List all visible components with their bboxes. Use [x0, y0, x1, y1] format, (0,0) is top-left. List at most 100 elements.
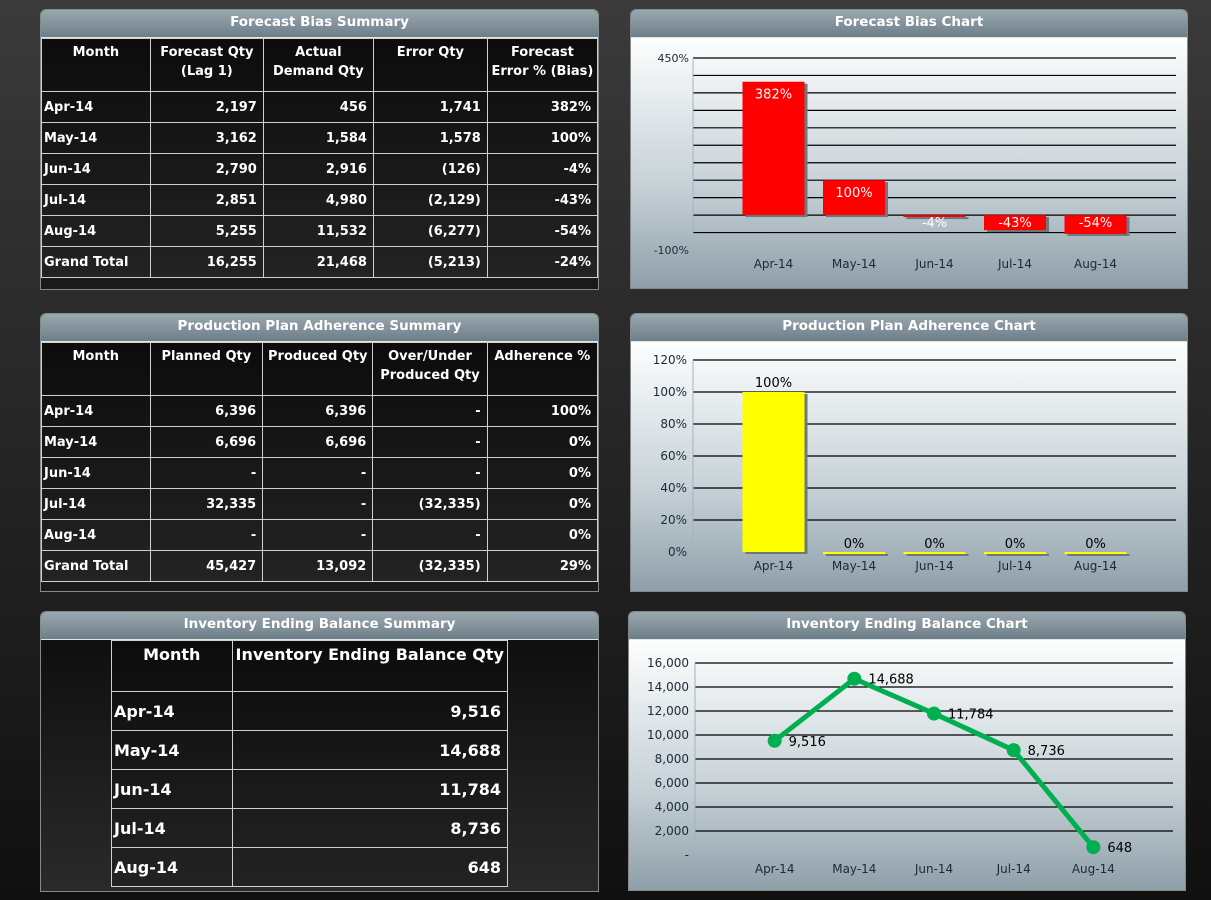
table-row: Jul-14 32,335- (32,335) 0% [41, 488, 598, 520]
table-cell: Apr-14 [41, 395, 151, 427]
data-point [767, 733, 782, 748]
table-cell: (5,213) [372, 246, 488, 278]
x-tick-label: May-14 [832, 257, 876, 271]
data-label: -43% [998, 216, 1032, 231]
y-tick-label: - [685, 848, 689, 862]
table-row: Jun-14 2,790 2,916 (126) -4% [41, 153, 598, 185]
table-cell: (32,335) [372, 488, 488, 520]
table-cell: Grand Total [41, 246, 151, 278]
table-cell: - [372, 395, 488, 427]
table-cell: - [149, 457, 264, 489]
table-row: Grand Total 16,255 21,468 (5,213) -24% [41, 246, 598, 278]
table-row: Apr-14 6,396 6,396-100% [41, 395, 598, 427]
table-cell: Grand Total [41, 550, 151, 582]
data-label: 9,516 [789, 735, 826, 750]
column-header: Produced Qty [262, 342, 374, 396]
table-cell: 2,916 [262, 153, 374, 185]
table-cell: 648 [231, 847, 509, 887]
table-cell: (126) [372, 153, 488, 185]
data-label: 100% [755, 376, 792, 391]
x-tick-label: Apr-14 [754, 257, 794, 271]
table-row: Jul-14 2,851 4,980 (2,129) -43% [41, 184, 598, 216]
column-header: Inventory Ending Balance Qty [231, 640, 509, 692]
table-cell: -24% [486, 246, 598, 278]
inventory-chart: - 2,000 4,000 6,000 8,000 10,000 12,000 14,000 1… [647, 656, 1173, 876]
y-tick-label: 100% [653, 385, 687, 399]
y-tick-label: 4,000 [655, 800, 689, 814]
table-cell: May-14 [41, 426, 151, 458]
table-cell: 100% [486, 395, 598, 427]
table-cell: - [262, 457, 374, 489]
column-header: Error Qty [372, 38, 488, 92]
table-cell: 4,980 [262, 184, 374, 216]
y-tick-label: 8,000 [655, 752, 689, 766]
table-cell: 382% [486, 91, 598, 123]
table-cell: 16,255 [149, 246, 264, 278]
table-cell: 45,427 [149, 550, 264, 582]
table-cell: (32,335) [372, 550, 488, 582]
y-tick-label: 12,000 [647, 704, 689, 718]
table-cell: 11,532 [262, 215, 374, 247]
table-cell: 8,736 [231, 808, 509, 848]
table-cell: 13,092 [262, 550, 374, 582]
panel-title: Inventory Ending Balance Chart [629, 612, 1185, 640]
column-header: Month [111, 640, 233, 692]
table-cell: - [262, 488, 374, 520]
table-cell: 5,255 [149, 215, 264, 247]
data-label: 11,784 [948, 708, 994, 723]
table-cell: 2,790 [149, 153, 264, 185]
column-header: Forecast Qty (Lag 1) [149, 38, 264, 92]
table-cell: Jun-14 [111, 769, 233, 809]
data-label: 382% [755, 88, 792, 103]
forecast-bias-chart-panel: Forecast Bias Chart 450% -100% Apr-14 May-1… [630, 9, 1188, 289]
table-cell: Aug-14 [41, 519, 151, 551]
y-tick-label: 120% [653, 353, 687, 367]
table-cell: 29% [486, 550, 598, 582]
column-header: Forecast Error % (Bias) [486, 38, 598, 92]
table-cell: 6,396 [149, 395, 264, 427]
bar [984, 552, 1046, 554]
table-cell: 1,578 [372, 122, 488, 154]
x-tick-label: Apr-14 [754, 559, 794, 573]
production-plan-chart-panel: Production Plan Adherence Chart 0% 20% 40%… [630, 313, 1188, 592]
header-row: Month Planned Qty Produced Qty Over/Under P… [41, 342, 598, 396]
x-tick-label: Aug-14 [1072, 862, 1115, 876]
inventory-summary-panel: Inventory Ending Balance Summary Month In… [40, 611, 599, 892]
data-label: 8,736 [1028, 744, 1065, 759]
table-cell: - [372, 426, 488, 458]
table-cell: 2,197 [149, 91, 264, 123]
table-cell: May-14 [41, 122, 151, 154]
forecast-bias-chart: 450% -100% Apr-14 May-14 Jun-14 Jul-14 Aug-14 3… [654, 52, 1176, 271]
x-tick-label: Jun-14 [914, 862, 953, 876]
table-row: May-14 14,688 [111, 730, 509, 770]
column-header: Month [41, 38, 151, 92]
bar-shadow [987, 554, 1049, 556]
forecast-bias-summary-panel: Forecast Bias Summary Month Forecast Qty … [40, 9, 599, 290]
bar [903, 215, 966, 218]
series-line [773, 675, 1096, 849]
x-tick-label: Apr-14 [755, 862, 795, 876]
production-plan-summary-panel: Production Plan Adherence Summary Month P… [40, 313, 599, 592]
panel-title: Production Plan Adherence Summary [41, 314, 598, 342]
y-tick-label: 80% [660, 417, 687, 431]
table-row: Grand Total 45,427 13,092 (32,335) 29% [41, 550, 598, 582]
x-tick-label: Aug-14 [1074, 559, 1117, 573]
table-cell: 14,688 [231, 730, 509, 770]
table-row: Apr-14 2,197 456 1,741 382% [41, 91, 598, 123]
data-label: 0% [924, 537, 945, 552]
data-label: 14,688 [868, 673, 914, 688]
table-cell: 0% [486, 457, 598, 489]
table-cell: Jul-14 [41, 488, 151, 520]
table-cell: Jun-14 [41, 153, 151, 185]
column-header: Planned Qty [149, 342, 264, 396]
table-cell: 11,784 [231, 769, 509, 809]
table-cell: -54% [486, 215, 598, 247]
inventory-table: Month Inventory Ending Balance Qty Apr-14 9… [111, 640, 509, 887]
panel-title: Forecast Bias Chart [631, 10, 1187, 38]
table-cell: Jun-14 [41, 457, 151, 489]
table-cell: 6,396 [262, 395, 374, 427]
y-tick-label: 2,000 [655, 824, 689, 838]
x-tick-label: Jul-14 [997, 559, 1032, 573]
column-header: Month [41, 342, 151, 396]
table-cell: May-14 [111, 730, 233, 770]
